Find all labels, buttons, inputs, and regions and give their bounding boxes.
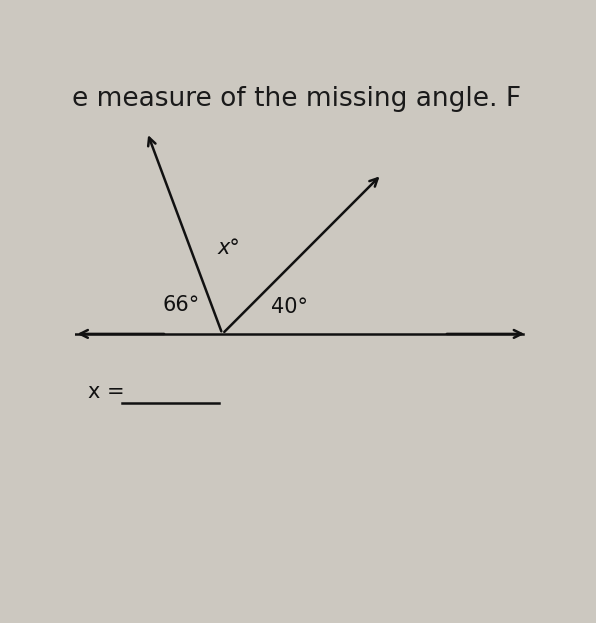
- Text: x°: x°: [218, 239, 241, 259]
- Text: 40°: 40°: [271, 297, 308, 317]
- Text: e measure of the missing angle. F: e measure of the missing angle. F: [72, 86, 522, 112]
- Text: 66°: 66°: [162, 295, 199, 315]
- Text: x =: x =: [88, 382, 125, 402]
